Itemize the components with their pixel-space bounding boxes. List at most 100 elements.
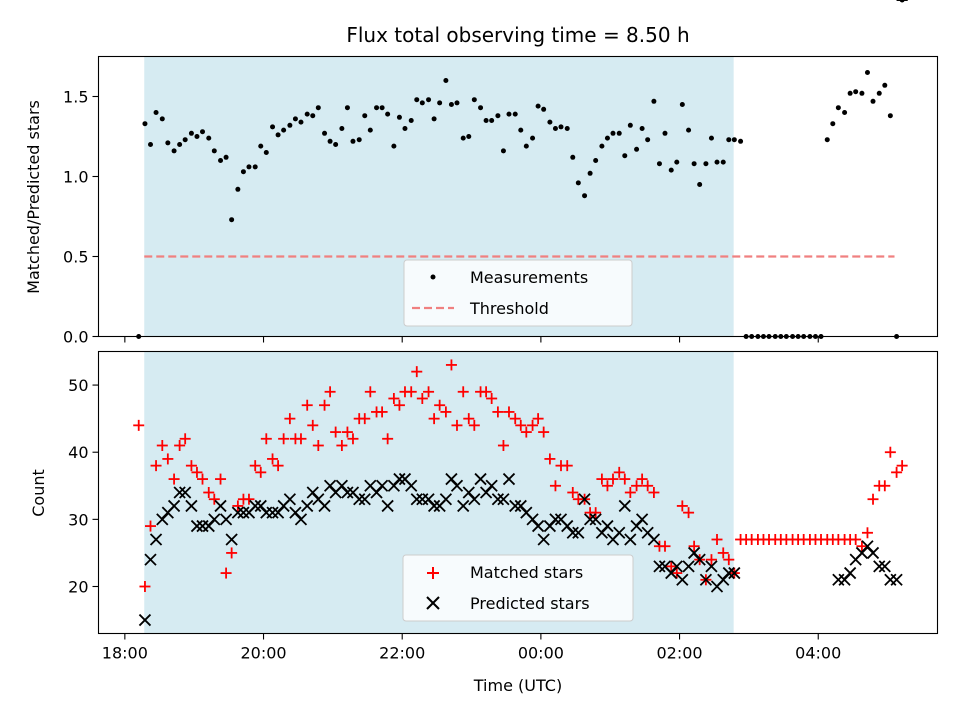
predicted-star-point	[866, 546, 880, 560]
measurement-point	[558, 124, 564, 130]
predicted-star-point	[884, 573, 897, 586]
measurement-point	[720, 159, 726, 165]
measurement-point	[726, 137, 732, 143]
matched-star-point	[162, 453, 174, 465]
measurement-point	[564, 126, 570, 131]
matched-star-point	[648, 487, 660, 498]
top-legend-box	[403, 259, 633, 327]
measurement-point	[426, 97, 432, 103]
matched-star-point	[532, 413, 544, 425]
measurement-point	[188, 130, 194, 136]
matched-star-point	[538, 426, 550, 438]
matched-star-point	[631, 480, 643, 492]
matched-star-point	[319, 399, 331, 411]
matched-star-point	[185, 460, 197, 472]
matched-star-point	[174, 440, 186, 451]
top-y-tick-label: 1.5	[63, 88, 88, 107]
matched-star-point	[567, 487, 579, 498]
x-tick-label: 22:00	[379, 644, 425, 663]
measurement-point	[391, 143, 397, 149]
matched-star-point	[428, 413, 440, 425]
measurement-point	[731, 137, 737, 143]
measurement-point	[454, 100, 460, 106]
predicted-star-point	[208, 513, 221, 526]
bottom-y-tick-label: 50	[68, 376, 88, 395]
top-y-tick-label: 1.0	[63, 168, 88, 187]
measurement-point	[853, 89, 859, 95]
predicted-star-point	[185, 499, 198, 513]
measurement-point	[552, 126, 558, 131]
predicted-star-point	[468, 493, 481, 506]
measurement-point	[460, 135, 466, 141]
legend-matched-label: Matched stars	[470, 563, 583, 582]
measurement-point	[570, 154, 576, 160]
measurement-point	[374, 105, 380, 111]
measurement-point	[604, 135, 610, 141]
matched-star-point	[208, 493, 220, 505]
matched-star-point	[717, 547, 729, 559]
matched-star-point	[711, 534, 723, 545]
matched-star-point	[683, 507, 695, 519]
predicted-star-point	[601, 519, 614, 533]
matched-star-point	[330, 426, 342, 438]
measurement-point	[506, 111, 512, 117]
matched-star-point	[492, 406, 504, 418]
matched-star-point	[341, 426, 353, 438]
x-tick-label: 18:00	[102, 644, 148, 663]
measurement-point	[582, 193, 588, 199]
matched-star-point	[856, 540, 868, 552]
matched-star-point	[203, 487, 215, 498]
measurement-point	[350, 138, 356, 144]
matched-star-point	[688, 540, 700, 552]
measurement-point	[333, 142, 339, 147]
measurement-point	[541, 106, 547, 112]
predicted-star-point	[618, 499, 631, 513]
measurement-point	[835, 105, 841, 111]
predicted-star-point	[225, 533, 238, 546]
measurement-point	[651, 98, 657, 104]
matched-star-point	[440, 406, 452, 418]
measurement-point	[864, 70, 870, 75]
measurement-point	[547, 119, 553, 125]
measurement-point	[379, 105, 385, 111]
x-axis-label: Time (UTC)	[473, 676, 562, 695]
predicted-star-point	[138, 613, 152, 627]
matched-star-point	[520, 426, 532, 438]
matched-star-point	[197, 473, 209, 485]
predicted-star-point	[149, 533, 163, 546]
matched-star-point	[503, 406, 515, 418]
measurement-point	[448, 102, 454, 107]
measurement-point	[622, 153, 628, 159]
matched-star-point	[590, 507, 602, 519]
predicted-star-point	[266, 506, 279, 519]
matched-star-point	[705, 554, 717, 566]
predicted-star-point	[294, 513, 308, 526]
predicted-star-point	[439, 493, 453, 506]
measurement-point	[830, 121, 836, 127]
matched-star-point	[260, 433, 272, 445]
matched-star-point	[347, 433, 359, 445]
measurement-point	[356, 137, 362, 143]
measurement-point	[703, 161, 709, 167]
matched-star-point	[423, 386, 435, 398]
matched-star-point	[867, 493, 879, 505]
matched-star-point	[607, 473, 619, 485]
predicted-star-point	[583, 513, 597, 526]
measurement-point	[523, 143, 529, 149]
predicted-star-point	[173, 486, 186, 499]
predicted-star-point	[693, 553, 706, 566]
predicted-star-point	[537, 533, 550, 546]
legend-predicted-marker	[426, 596, 440, 610]
matched-star-point	[307, 419, 319, 431]
measurement-point	[489, 118, 495, 123]
top-legend: Measurements Threshold	[403, 259, 633, 327]
measurement-point	[218, 158, 224, 163]
predicted-star-point	[231, 506, 245, 519]
matched-star-point	[255, 466, 267, 478]
measurement-point	[639, 126, 645, 131]
measurement-point	[708, 135, 714, 141]
measurement-point	[258, 143, 264, 149]
measurement-point	[270, 124, 276, 130]
matched-star-point	[463, 413, 475, 425]
